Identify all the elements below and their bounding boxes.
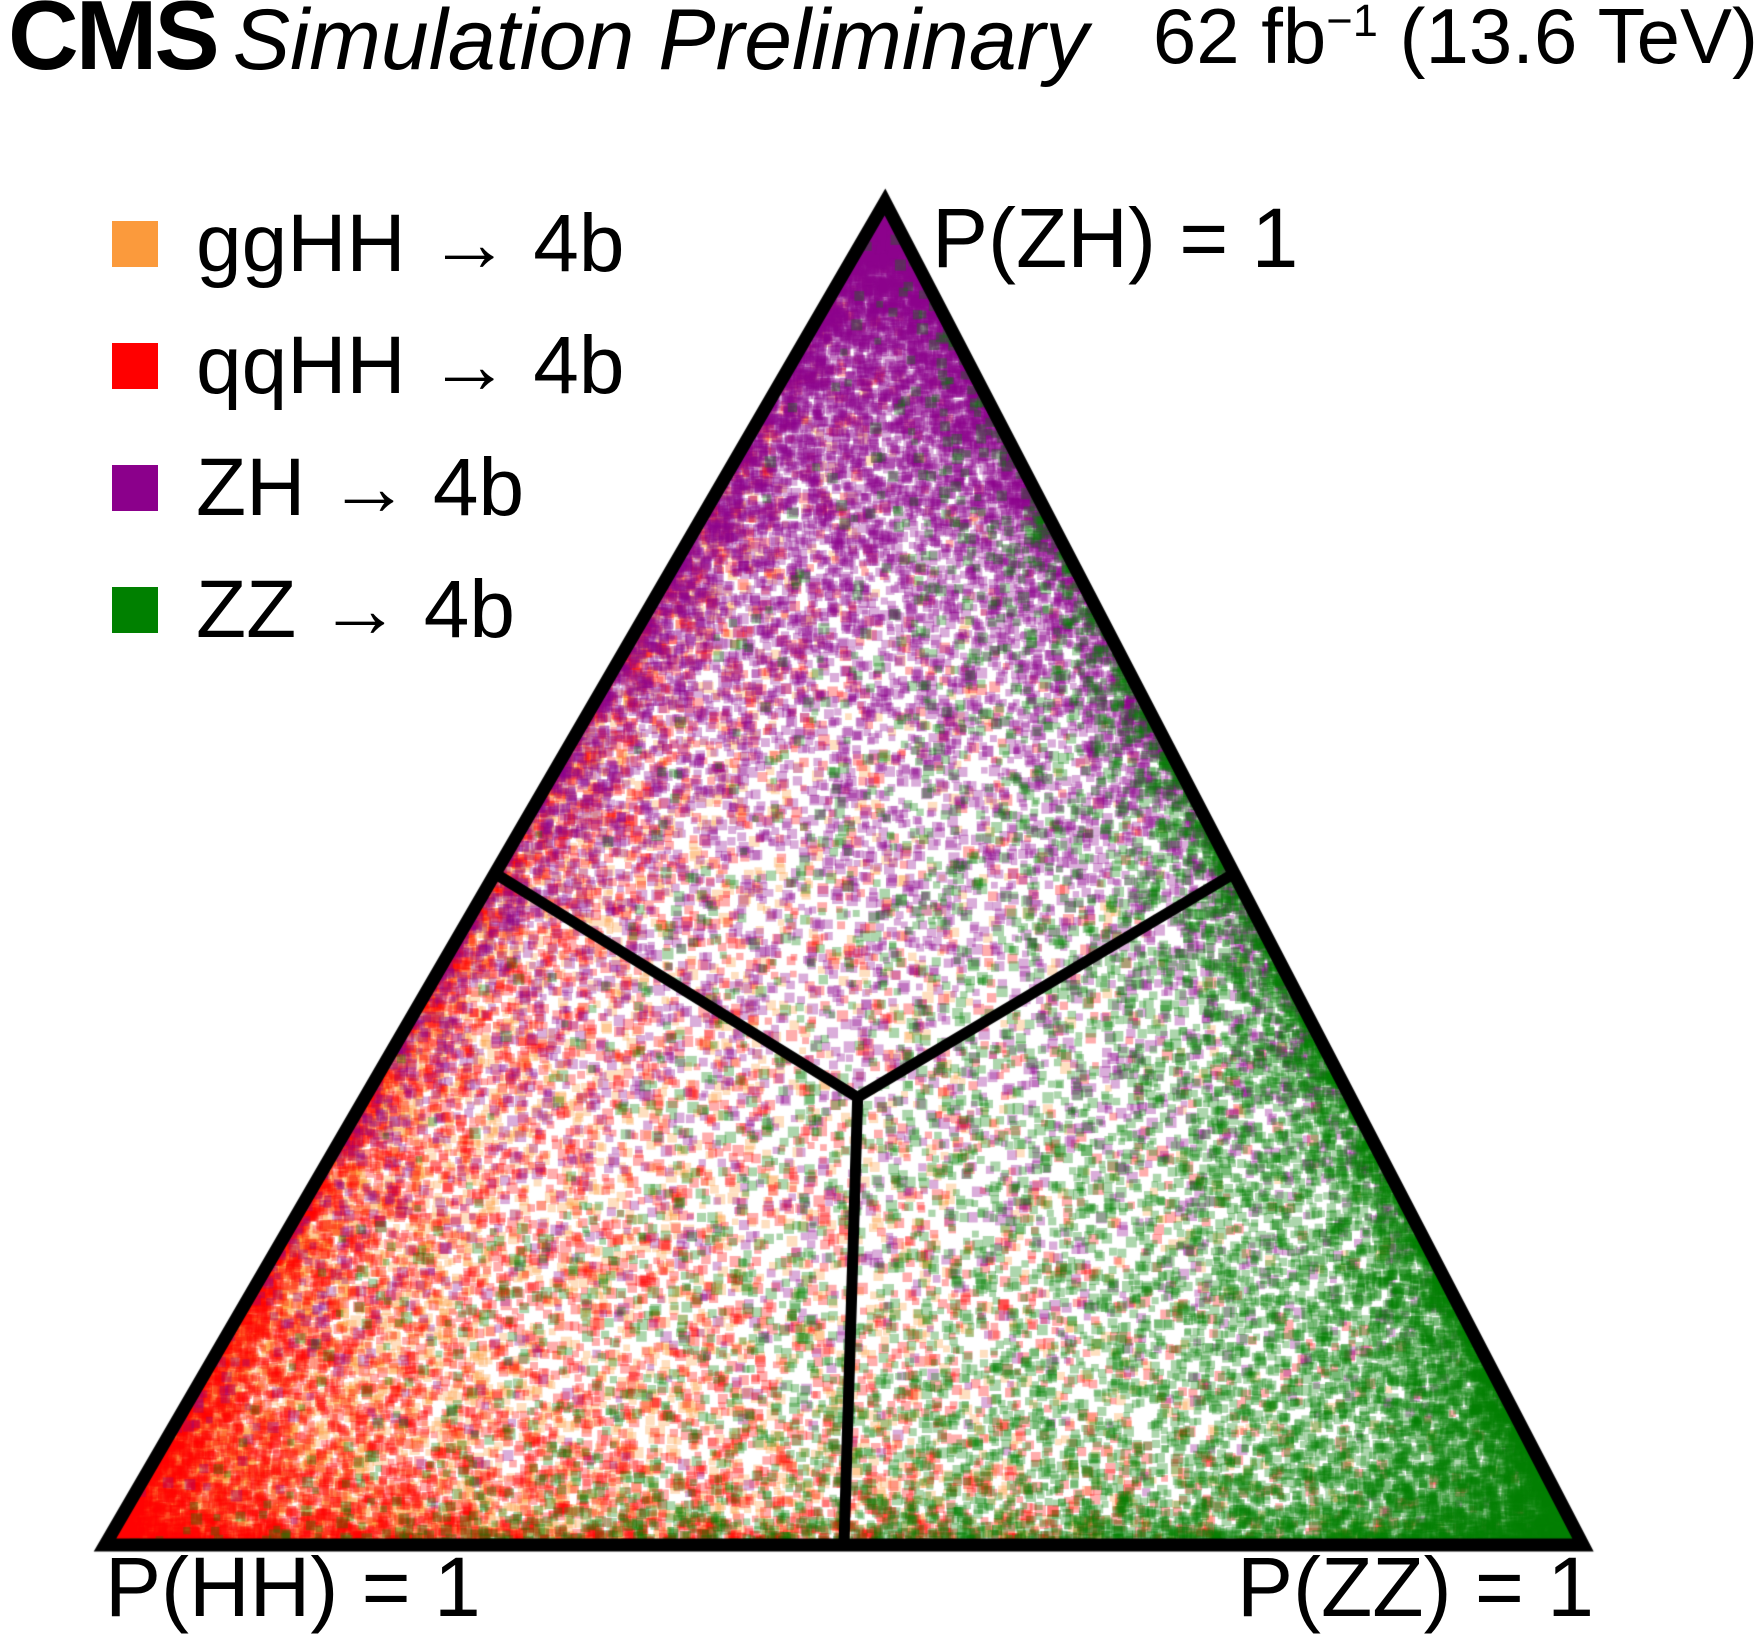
luminosity-value: 62 fb xyxy=(1152,0,1327,80)
figure-header: CMS Simulation Preliminary xyxy=(8,0,1088,84)
qqhh-color-swatch xyxy=(112,342,158,389)
luminosity-exponent: −1 xyxy=(1326,0,1378,46)
legend-item-qqhh: qqHH → 4b xyxy=(112,318,624,413)
simulation-preliminary-label: Simulation Preliminary xyxy=(232,0,1089,88)
gghh-color-swatch xyxy=(112,220,158,267)
corner-label-phh: P(HH) = 1 xyxy=(105,1540,481,1634)
legend-item-zh: ZH → 4b xyxy=(112,440,624,535)
corner-label-pzz: P(ZZ) = 1 xyxy=(1236,1540,1594,1634)
energy-value: (13.6 TeV) xyxy=(1377,0,1758,80)
legend-item-gghh: ggHH → 4b xyxy=(112,196,624,291)
legend: ggHH → 4b qqHH → 4b ZH → 4b ZZ → 4b xyxy=(112,196,624,684)
legend-label-qqhh: qqHH → 4b xyxy=(196,319,625,411)
experiment-label: CMS xyxy=(8,0,220,90)
legend-label-zh: ZH → 4b xyxy=(196,441,525,533)
corner-label-pzh: P(ZH) = 1 xyxy=(932,191,1299,285)
zh-color-swatch xyxy=(112,464,158,511)
luminosity-energy-label: 62 fb−1 (13.6 TeV) xyxy=(1153,0,1758,82)
legend-item-zz: ZZ → 4b xyxy=(112,562,624,657)
zz-color-swatch xyxy=(112,586,158,633)
legend-label-gghh: ggHH → 4b xyxy=(196,197,625,289)
legend-label-zz: ZZ → 4b xyxy=(196,563,515,655)
